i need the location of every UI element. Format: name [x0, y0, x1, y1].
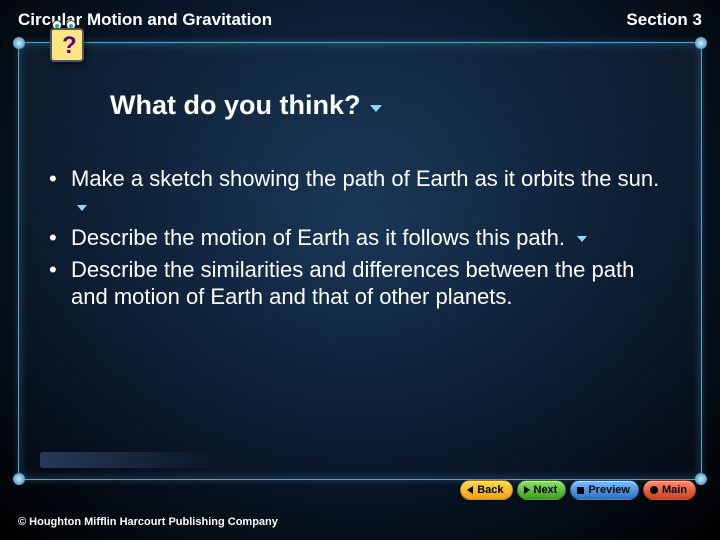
preview-button[interactable]: Preview: [570, 480, 639, 500]
question-mark-icon: ?: [50, 28, 94, 72]
preview-label: Preview: [588, 484, 630, 496]
corner-dot-icon: [695, 37, 707, 49]
main-button[interactable]: Main: [643, 480, 696, 500]
slide-title: What do you think?: [110, 90, 382, 121]
section-label: Section 3: [626, 10, 702, 30]
list-item: Make a sketch showing the path of Earth …: [45, 165, 675, 220]
bullet-text: Describe the motion of Earth as it follo…: [71, 225, 565, 250]
main-icon: [650, 486, 658, 494]
bullet-text: Describe the similarities and difference…: [71, 257, 634, 310]
list-item: Describe the similarities and difference…: [45, 256, 675, 311]
next-button[interactable]: Next: [517, 480, 567, 500]
back-arrow-icon: [467, 486, 473, 494]
preview-icon: [577, 487, 584, 494]
bullet-list: Make a sketch showing the path of Earth …: [45, 165, 675, 315]
back-button[interactable]: Back: [460, 480, 512, 500]
corner-dot-icon: [695, 473, 707, 485]
corner-dot-icon: [13, 37, 25, 49]
next-label: Next: [534, 484, 558, 496]
expand-arrow-icon: [577, 236, 587, 242]
header: Circular Motion and Gravitation Section …: [0, 0, 720, 36]
bullet-text: Make a sketch showing the path of Earth …: [71, 166, 659, 191]
decorative-shelf: [40, 452, 220, 468]
main-label: Main: [662, 484, 687, 496]
next-arrow-icon: [524, 486, 530, 494]
expand-arrow-icon: [77, 205, 87, 211]
list-item: Describe the motion of Earth as it follo…: [45, 224, 675, 252]
nav-bar: Back Next Preview Main: [460, 480, 696, 500]
copyright-text: © Houghton Mifflin Harcourt Publishing C…: [18, 516, 278, 528]
expand-arrow-icon: [370, 105, 382, 112]
back-label: Back: [477, 484, 503, 496]
corner-dot-icon: [13, 473, 25, 485]
slide-title-text: What do you think?: [110, 90, 360, 120]
